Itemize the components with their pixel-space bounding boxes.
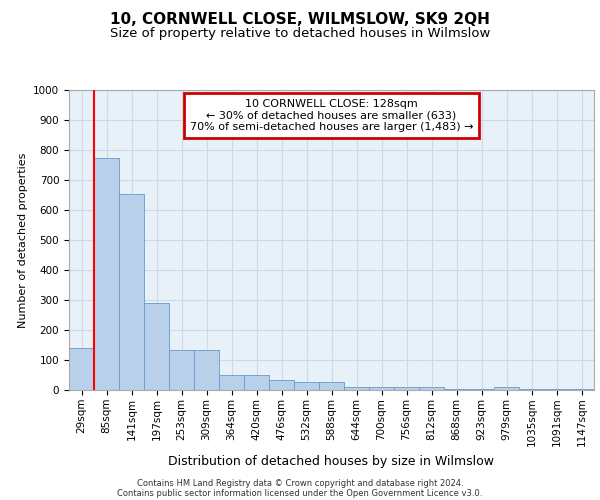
Bar	[194, 350, 219, 390]
Bar	[94, 158, 119, 390]
Text: 10 CORNWELL CLOSE: 128sqm
← 30% of detached houses are smaller (633)
70% of semi: 10 CORNWELL CLOSE: 128sqm ← 30% of detac…	[190, 99, 473, 132]
Text: Contains HM Land Registry data © Crown copyright and database right 2024.: Contains HM Land Registry data © Crown c…	[137, 478, 463, 488]
Bar	[319, 382, 344, 390]
Bar	[419, 387, 444, 390]
Bar	[169, 350, 194, 390]
Bar	[244, 375, 269, 390]
Bar	[369, 387, 394, 390]
Bar	[144, 303, 169, 390]
Bar	[494, 387, 519, 390]
Bar	[69, 348, 94, 390]
Bar	[119, 194, 144, 390]
Bar	[344, 387, 369, 390]
Y-axis label: Number of detached properties: Number of detached properties	[17, 152, 28, 328]
Text: 10, CORNWELL CLOSE, WILMSLOW, SK9 2QH: 10, CORNWELL CLOSE, WILMSLOW, SK9 2QH	[110, 12, 490, 28]
Bar	[394, 387, 419, 390]
Bar	[269, 380, 294, 390]
X-axis label: Distribution of detached houses by size in Wilmslow: Distribution of detached houses by size …	[169, 454, 494, 468]
Text: Size of property relative to detached houses in Wilmslow: Size of property relative to detached ho…	[110, 28, 490, 40]
Bar	[294, 382, 319, 390]
Text: Contains public sector information licensed under the Open Government Licence v3: Contains public sector information licen…	[118, 488, 482, 498]
Bar	[219, 375, 244, 390]
